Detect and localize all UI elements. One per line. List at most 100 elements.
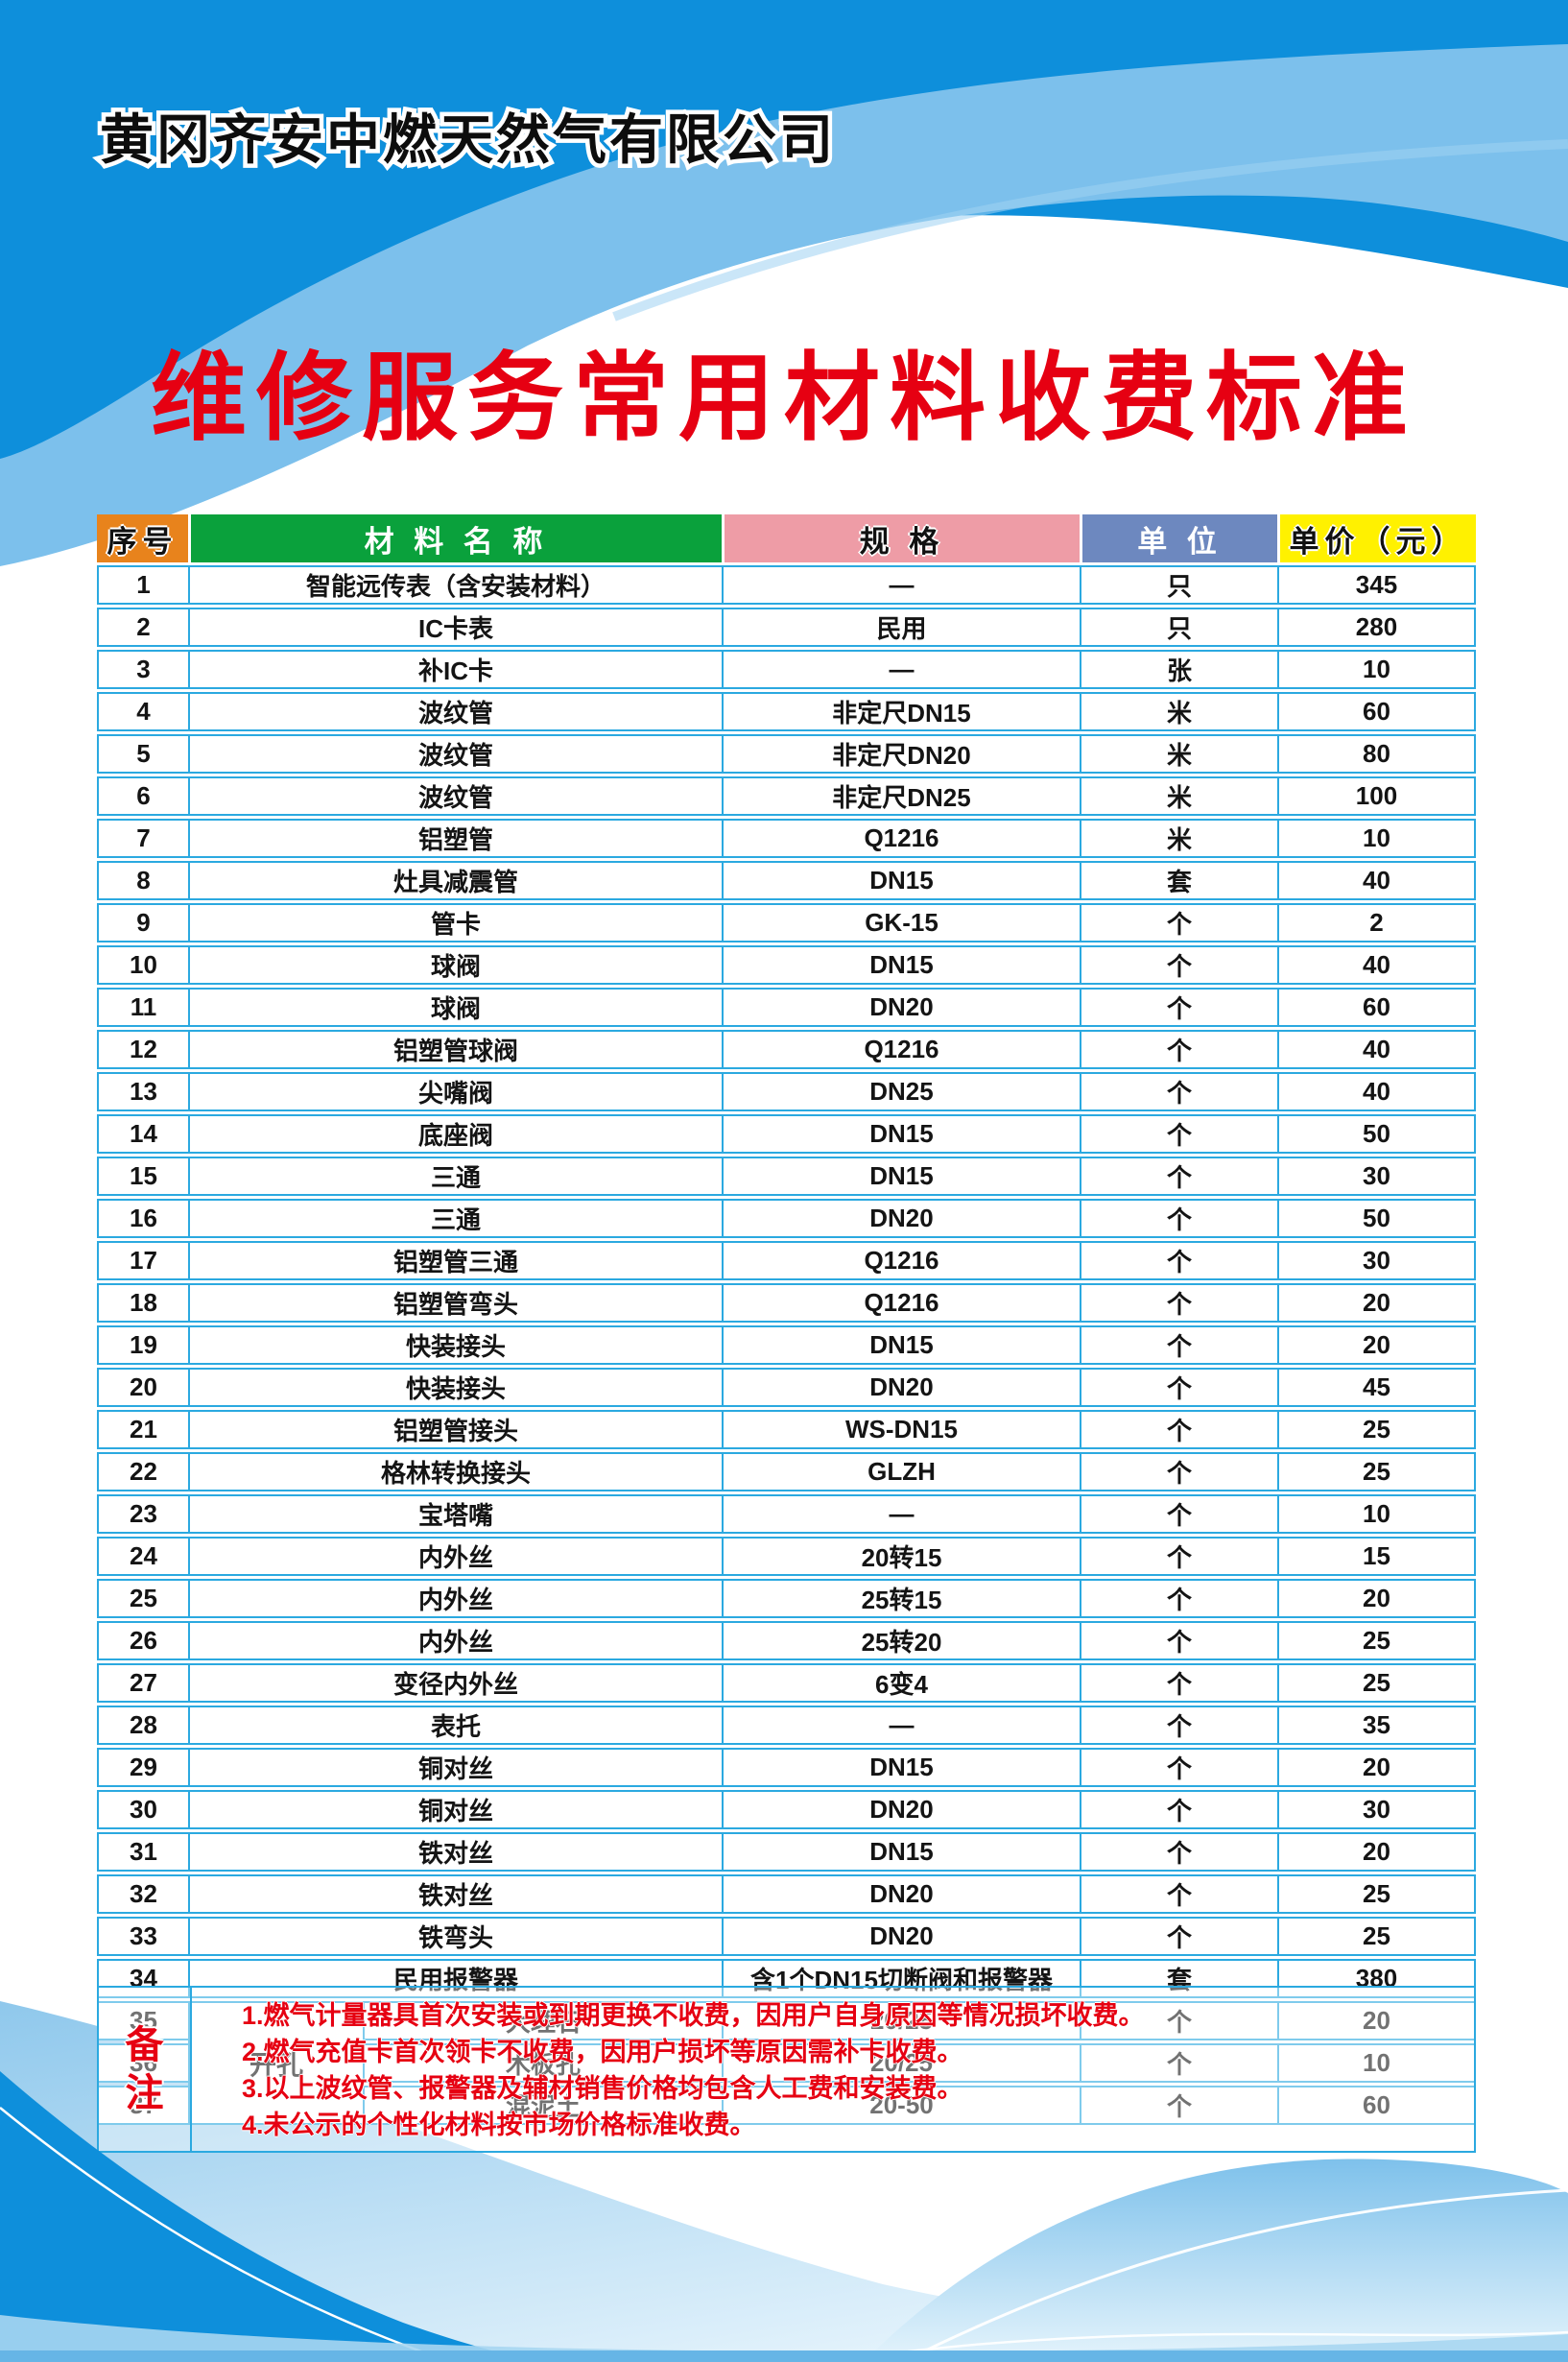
cell-name: 铝塑管: [188, 819, 722, 858]
cell-price: 20: [1277, 1283, 1476, 1323]
cell-price: 30: [1277, 1241, 1476, 1280]
cell-no: 18: [97, 1283, 188, 1323]
cell-name: 铁弯头: [188, 1917, 722, 1956]
cell-spec: —: [722, 650, 1080, 689]
cell-unit: 个: [1080, 945, 1277, 985]
cell-spec: 非定尺DN15: [722, 692, 1080, 731]
cell-spec: 非定尺DN20: [722, 734, 1080, 774]
cell-no: 19: [97, 1325, 188, 1365]
cell-price: 80: [1277, 734, 1476, 774]
cell-unit: 米: [1080, 776, 1277, 816]
table-row: 18 铝塑管弯头 Q1216 个 20: [97, 1283, 1476, 1323]
cell-name: 波纹管: [188, 734, 722, 774]
cell-no: 27: [97, 1663, 188, 1703]
notes-box: 备 注 1.燃气计量器具首次安装或到期更换不收费，因用户自身原因等情况损坏收费。…: [97, 1986, 1476, 2153]
cell-price: 15: [1277, 1537, 1476, 1576]
cell-spec: GLZH: [722, 1452, 1080, 1491]
cell-unit: 套: [1080, 1959, 1277, 1998]
cell-spec: 含1个DN15切断阀和报警器: [722, 1959, 1080, 1998]
cell-unit: 个: [1080, 1790, 1277, 1829]
cell-name: 铜对丝: [188, 1790, 722, 1829]
cell-price: 45: [1277, 1368, 1476, 1407]
table-row: 32 铁对丝 DN20 个 25: [97, 1874, 1476, 1914]
note-item: 1.燃气计量器具首次安装或到期更换不收费，因用户自身原因等情况损坏收费。: [242, 2001, 1145, 2030]
table-row: 28 表托 — 个 35: [97, 1706, 1476, 1745]
cell-unit: 个: [1080, 903, 1277, 942]
cell-unit: 张: [1080, 650, 1277, 689]
cell-price: 20: [1277, 1579, 1476, 1618]
cell-no: 24: [97, 1537, 188, 1576]
cell-unit: 个: [1080, 1030, 1277, 1069]
table-header: 序号 材 料 名 称 规 格 单 位 单价（元）: [97, 514, 1476, 562]
cell-unit: 个: [1080, 1452, 1277, 1491]
cell-name: 铝塑管三通: [188, 1241, 722, 1280]
header-no: 序号: [97, 514, 188, 562]
cell-spec: DN15: [722, 1325, 1080, 1365]
cell-price: 40: [1277, 861, 1476, 900]
table-row: 14 底座阀 DN15 个 50: [97, 1114, 1476, 1154]
materials-table: 序号 材 料 名 称 规 格 单 位 单价（元） 1 智能远传表（含安装材料） — 只…: [97, 512, 1476, 2128]
cell-unit: 个: [1080, 1917, 1277, 1956]
cell-price: 25: [1277, 1452, 1476, 1491]
cell-name: 铁对丝: [188, 1832, 722, 1872]
cell-no: 34: [97, 1959, 188, 1998]
cell-spec: DN15: [722, 1748, 1080, 1787]
cell-unit: 个: [1080, 1199, 1277, 1238]
table-row: 33 铁弯头 DN20 个 25: [97, 1917, 1476, 1956]
header-price: 单价（元）: [1277, 514, 1476, 562]
cell-name: 内外丝: [188, 1537, 722, 1576]
cell-price: 25: [1277, 1874, 1476, 1914]
notes-label-char: 备: [125, 2024, 164, 2066]
cell-no: 6: [97, 776, 188, 816]
cell-price: 40: [1277, 1030, 1476, 1069]
note-item: 3.以上波纹管、报警器及辅材销售价格均包含人工费和安装费。: [242, 2074, 963, 2103]
cell-no: 15: [97, 1157, 188, 1196]
table-row: 36 木板孔 20/25 个 10: [97, 2043, 1476, 2083]
cell-no: 32: [97, 1874, 188, 1914]
cell-no: 25: [97, 1579, 188, 1618]
cell-price: 100: [1277, 776, 1476, 816]
cell-spec: Q1216: [722, 1283, 1080, 1323]
table-row: 16 三通 DN20 个 50: [97, 1199, 1476, 1238]
cell-price: 2: [1277, 903, 1476, 942]
cell-name: 补IC卡: [188, 650, 722, 689]
cell-price: 60: [1277, 988, 1476, 1027]
cell-price: 30: [1277, 1157, 1476, 1196]
cell-name: 宝塔嘴: [188, 1494, 722, 1534]
cell-no: 28: [97, 1706, 188, 1745]
cell-no: 13: [97, 1072, 188, 1111]
note-item: 2.燃气充值卡首次领卡不收费，因用户损坏等原因需补卡收费。: [242, 2038, 963, 2066]
cell-spec: DN20: [722, 1790, 1080, 1829]
cell-no: 31: [97, 1832, 188, 1872]
cell-name: 底座阀: [188, 1114, 722, 1154]
table-row: 9 管卡 GK-15 个 2: [97, 903, 1476, 942]
cell-price: 345: [1277, 565, 1476, 605]
cell-spec: GK-15: [722, 903, 1080, 942]
cell-price: 40: [1277, 1072, 1476, 1111]
cell-spec: —: [722, 1494, 1080, 1534]
cell-unit: 个: [1080, 2001, 1277, 2040]
cell-name: 铁对丝: [188, 1874, 722, 1914]
cell-price: 20: [1277, 1832, 1476, 1872]
cell-price: 60: [1277, 692, 1476, 731]
page-title: 维修服务常用材料收费标准: [151, 345, 1417, 452]
cell-spec: DN15: [722, 861, 1080, 900]
company-name-text: 黄冈齐安中燃天然气有限公司: [100, 109, 836, 170]
cell-no: 3: [97, 650, 188, 689]
table-row: 5 波纹管 非定尺DN20 米 80: [97, 734, 1476, 774]
cell-no: 5: [97, 734, 188, 774]
cell-spec: 25转15: [722, 1579, 1080, 1618]
cell-no: 14: [97, 1114, 188, 1154]
cell-no: 26: [97, 1621, 188, 1660]
table-row: 12 铝塑管球阀 Q1216 个 40: [97, 1030, 1476, 1069]
cell-spec: 20/25: [722, 2001, 1080, 2040]
cell-unit: 个: [1080, 988, 1277, 1027]
table-row: 20 快装接头 DN20 个 45: [97, 1368, 1476, 1407]
cell-name: 波纹管: [188, 692, 722, 731]
cell-price: 20: [1277, 1748, 1476, 1787]
cell-unit: 个: [1080, 1241, 1277, 1280]
cell-spec: Q1216: [722, 1241, 1080, 1280]
cell-no: 4: [97, 692, 188, 731]
cell-price: 40: [1277, 945, 1476, 985]
